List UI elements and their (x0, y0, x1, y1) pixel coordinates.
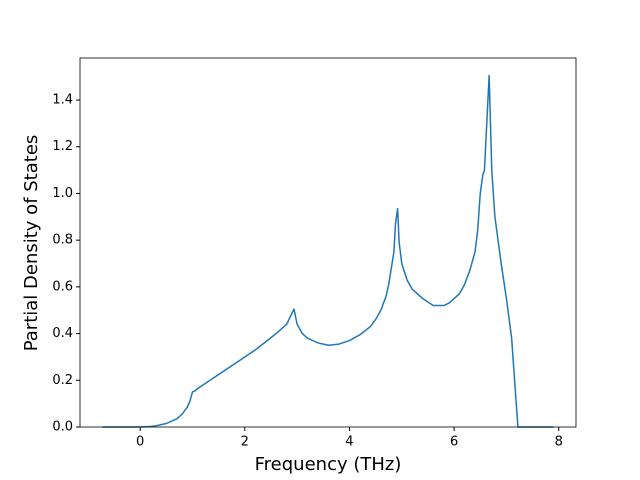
y-tick-label: 1.2 (52, 139, 73, 154)
x-axis-label: Frequency (THz) (255, 454, 402, 475)
x-tick-label: 8 (555, 435, 563, 450)
y-tick-label: 1.4 (52, 93, 73, 108)
data-line (102, 74, 554, 428)
y-axis-label: Partial Density of States (21, 135, 42, 352)
y-tick-label: 0.8 (52, 233, 73, 248)
plot-frame (79, 57, 577, 428)
x-tick-label: 0 (136, 435, 144, 450)
x-tick-label: 4 (345, 435, 353, 450)
x-tick-label: 6 (450, 435, 458, 450)
y-tick-label: 0.2 (52, 373, 73, 388)
y-tick-label: 0.0 (52, 420, 73, 435)
y-tick-label: 0.4 (52, 326, 73, 341)
y-tick-label: 1.0 (52, 186, 73, 201)
x-tick-label: 2 (241, 435, 249, 450)
y-tick-label: 0.6 (52, 279, 73, 294)
